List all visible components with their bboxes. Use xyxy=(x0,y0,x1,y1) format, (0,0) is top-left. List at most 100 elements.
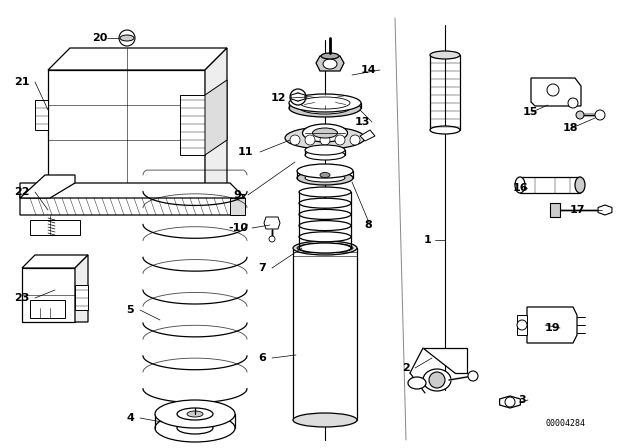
Ellipse shape xyxy=(299,198,351,208)
Ellipse shape xyxy=(423,369,451,391)
Ellipse shape xyxy=(575,177,585,193)
Text: 19: 19 xyxy=(545,323,561,333)
Ellipse shape xyxy=(155,400,235,428)
Circle shape xyxy=(269,236,275,242)
Ellipse shape xyxy=(299,232,351,242)
Circle shape xyxy=(290,89,306,105)
Text: 16: 16 xyxy=(512,183,528,193)
Circle shape xyxy=(517,320,527,330)
Circle shape xyxy=(468,371,478,381)
Text: 13: 13 xyxy=(355,117,370,127)
Polygon shape xyxy=(20,195,245,215)
Polygon shape xyxy=(598,205,612,215)
Ellipse shape xyxy=(303,124,348,142)
Ellipse shape xyxy=(155,414,235,442)
Circle shape xyxy=(119,30,135,46)
Text: 5: 5 xyxy=(126,305,134,315)
Ellipse shape xyxy=(293,413,357,427)
Text: 23: 23 xyxy=(14,293,29,303)
Ellipse shape xyxy=(408,377,426,389)
Polygon shape xyxy=(230,198,245,215)
Ellipse shape xyxy=(297,243,353,253)
Polygon shape xyxy=(75,255,88,322)
Polygon shape xyxy=(48,48,227,70)
Ellipse shape xyxy=(515,177,525,193)
Circle shape xyxy=(294,93,302,101)
Polygon shape xyxy=(527,307,577,343)
Ellipse shape xyxy=(289,99,361,117)
Polygon shape xyxy=(360,130,375,141)
Text: 00004284: 00004284 xyxy=(545,419,585,428)
Ellipse shape xyxy=(305,150,345,160)
Ellipse shape xyxy=(305,174,345,182)
Ellipse shape xyxy=(300,102,350,114)
Polygon shape xyxy=(20,175,75,198)
Circle shape xyxy=(320,135,330,145)
Text: 22: 22 xyxy=(14,187,29,197)
Circle shape xyxy=(547,84,559,96)
Text: 14: 14 xyxy=(360,65,376,75)
Polygon shape xyxy=(500,396,520,408)
Polygon shape xyxy=(22,255,88,268)
Ellipse shape xyxy=(320,172,330,177)
Ellipse shape xyxy=(430,126,460,134)
Text: 20: 20 xyxy=(92,33,108,43)
Text: -10: -10 xyxy=(228,223,248,233)
Text: 3: 3 xyxy=(518,395,526,405)
Circle shape xyxy=(595,110,605,120)
Polygon shape xyxy=(517,315,527,335)
Circle shape xyxy=(290,135,300,145)
Ellipse shape xyxy=(300,97,350,109)
Circle shape xyxy=(350,135,360,145)
Ellipse shape xyxy=(293,241,357,255)
Text: 17: 17 xyxy=(569,205,585,215)
Polygon shape xyxy=(180,95,205,155)
Ellipse shape xyxy=(305,145,345,155)
Polygon shape xyxy=(35,100,48,130)
Text: 21: 21 xyxy=(14,77,29,87)
Ellipse shape xyxy=(177,408,213,420)
Polygon shape xyxy=(291,93,305,101)
Polygon shape xyxy=(48,70,205,185)
Text: 12: 12 xyxy=(270,93,285,103)
Ellipse shape xyxy=(299,187,351,197)
Polygon shape xyxy=(316,56,344,71)
Ellipse shape xyxy=(323,59,337,69)
Ellipse shape xyxy=(321,53,339,59)
Polygon shape xyxy=(205,48,227,185)
Circle shape xyxy=(568,98,578,108)
Polygon shape xyxy=(30,300,65,318)
Polygon shape xyxy=(423,348,467,373)
Text: 18: 18 xyxy=(563,123,578,133)
Ellipse shape xyxy=(289,94,361,112)
Polygon shape xyxy=(30,220,80,235)
Polygon shape xyxy=(205,80,227,155)
Ellipse shape xyxy=(312,128,337,138)
Circle shape xyxy=(505,397,515,407)
Circle shape xyxy=(429,372,445,388)
Ellipse shape xyxy=(299,209,351,220)
Text: 6: 6 xyxy=(258,353,266,363)
Polygon shape xyxy=(531,78,581,106)
Text: 4: 4 xyxy=(126,413,134,423)
Ellipse shape xyxy=(177,422,213,434)
Ellipse shape xyxy=(430,51,460,59)
Ellipse shape xyxy=(120,35,134,41)
Text: 9-: 9- xyxy=(234,190,246,200)
Text: 2: 2 xyxy=(402,363,410,373)
Ellipse shape xyxy=(299,243,351,253)
Text: 11: 11 xyxy=(237,147,253,157)
Polygon shape xyxy=(20,183,245,198)
Circle shape xyxy=(576,111,584,119)
Polygon shape xyxy=(264,217,280,229)
Text: 7: 7 xyxy=(258,263,266,273)
Polygon shape xyxy=(22,268,75,322)
Ellipse shape xyxy=(297,171,353,185)
Ellipse shape xyxy=(187,411,203,417)
Text: 8: 8 xyxy=(364,220,372,230)
Ellipse shape xyxy=(299,220,351,231)
Ellipse shape xyxy=(297,164,353,178)
Circle shape xyxy=(305,135,315,145)
Polygon shape xyxy=(550,203,560,217)
Text: 15: 15 xyxy=(522,107,538,117)
